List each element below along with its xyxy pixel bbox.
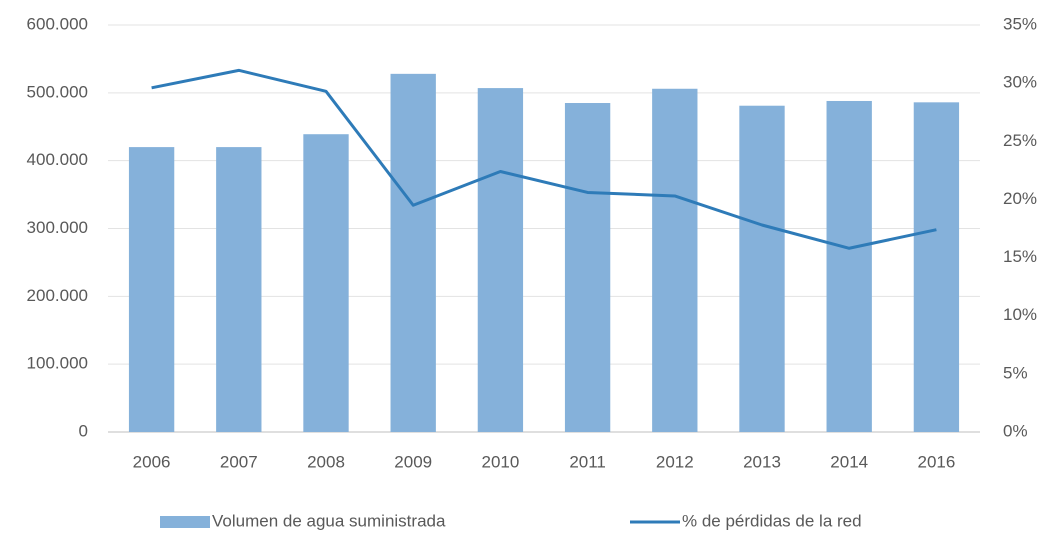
x-tick-label: 2010 [481,452,519,471]
bar [826,100,872,433]
x-tick-label: 2007 [220,452,258,471]
y-tick-label: 200.000 [27,286,88,305]
y-tick-label: 300.000 [27,218,88,237]
legend-label: % de pérdidas de la red [682,511,862,530]
x-tick-label: 2016 [917,452,955,471]
y2-tick-label: 0% [1003,421,1028,440]
bar [739,105,785,432]
y-tick-label: 500.000 [27,82,88,101]
y2-tick-label: 5% [1003,363,1028,382]
bar [390,73,436,432]
bar [564,103,611,432]
x-tick-label: 2012 [656,452,694,471]
y-tick-label: 100.000 [27,354,88,373]
y2-tick-label: 30% [1003,73,1037,92]
y-tick-label: 0 [79,421,88,440]
y2-tick-label: 20% [1003,189,1037,208]
x-tick-label: 2014 [830,452,868,471]
y2-tick-label: 25% [1003,131,1037,150]
y2-tick-label: 15% [1003,247,1037,266]
legend-label: Volumen de agua suministrada [212,511,446,530]
x-tick-label: 2013 [743,452,781,471]
y2-tick-label: 10% [1003,305,1037,324]
bar [216,147,262,432]
x-tick-label: 2008 [307,452,345,471]
y-tick-label: 400.000 [27,150,88,169]
legend-swatch [160,516,210,528]
x-tick-label: 2011 [569,452,606,471]
bar [128,147,175,432]
bar [477,88,524,433]
y2-tick-label: 35% [1003,14,1037,33]
bar [303,134,349,432]
x-tick-label: 2006 [133,452,171,471]
bar [913,102,960,432]
line [151,68,937,250]
x-tick-label: 2009 [394,452,432,471]
y-tick-label: 600.000 [27,14,88,33]
bar [652,88,698,432]
